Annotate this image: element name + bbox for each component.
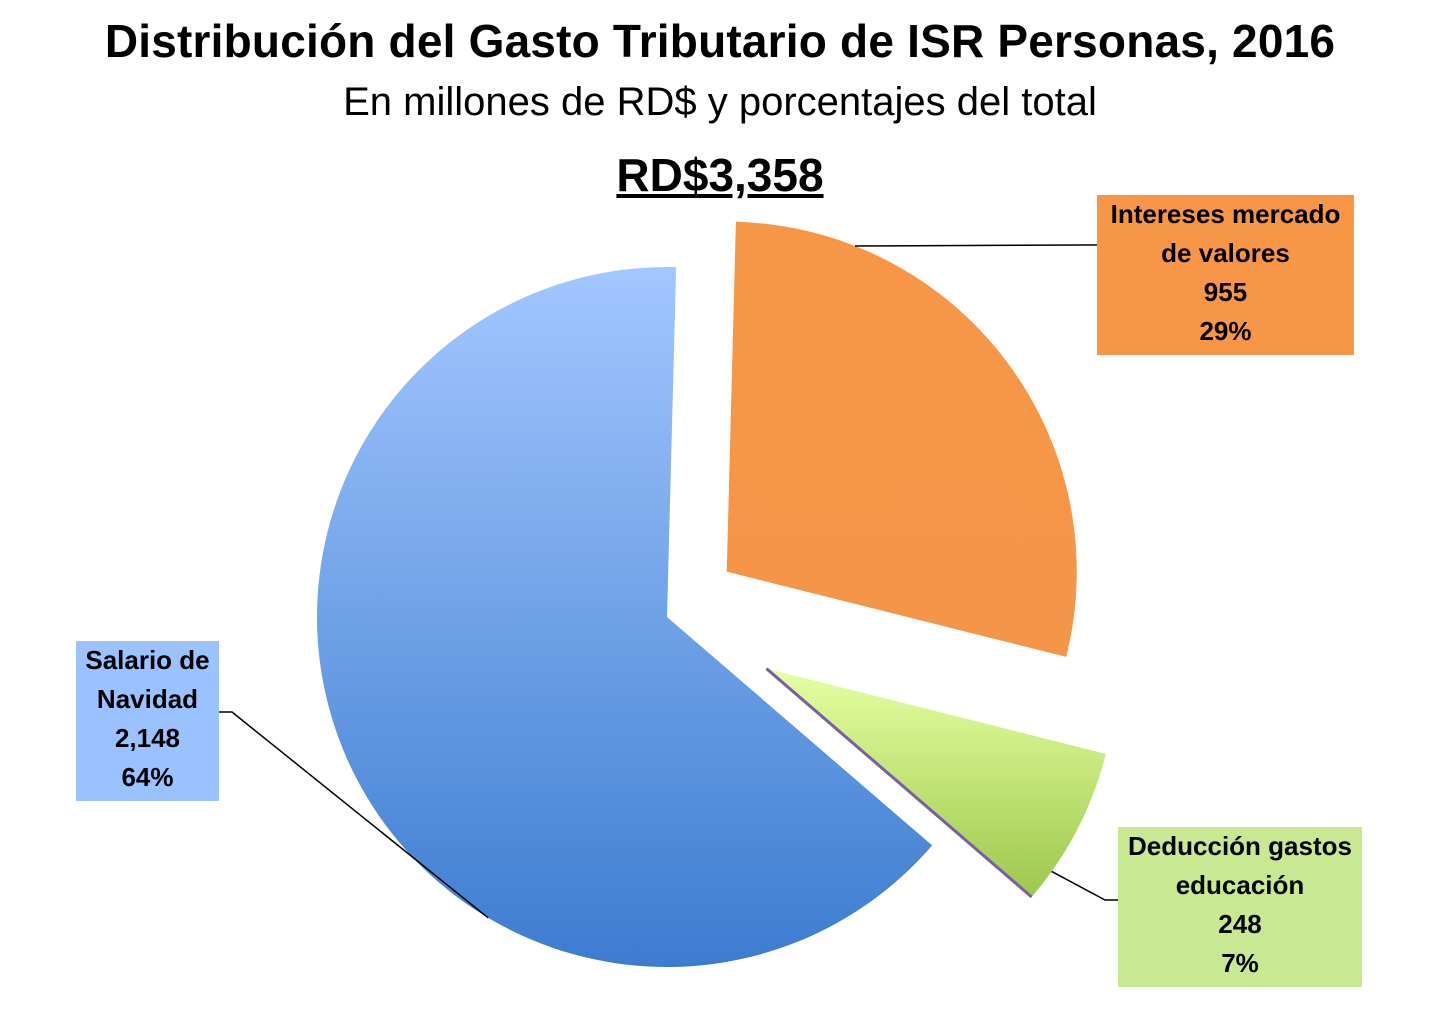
pie-slice-edge [765,667,1033,899]
slice-name-line: Navidad [96,684,199,714]
slice-percent: 29% [1199,316,1252,346]
data-label-salario-de-navidad: Salario de Navidad 2,148 64% [76,641,219,801]
slice-name-line: Deducción gastos [1128,831,1352,861]
data-label-intereses-mercado-de-valores: Intereses mercado de valores 955 29% [1097,195,1354,355]
slice-name-line: educación [1175,870,1305,900]
data-label-deduccion-gastos-educacion: Deducción gastos educación 248 7% [1118,827,1362,987]
chart-total: RD$3,358 [616,149,824,201]
slice-percent: 64% [121,762,174,792]
chart-subtitle: En millones de RD$ y porcentajes del tot… [343,80,1097,124]
chart-title: Distribución del Gasto Tributario de ISR… [104,15,1336,67]
slice-name-line: Intereses mercado [1110,199,1341,229]
pie-slice-deducci-n-gastos-educaci-n [766,668,1106,897]
slice-value: 955 [1203,277,1248,307]
slice-value: 248 [1218,909,1262,939]
pie-slice-salario-de-navidad [316,266,933,968]
leader-line-salario [219,711,489,919]
slice-value: 2,148 [114,723,181,753]
pie-slice-intereses-mercado-de-valores [726,221,1077,657]
leader-line-educacion [1051,870,1118,901]
slice-name-line: de valores [1161,238,1290,268]
leader-line-intereses [855,244,1097,247]
slice-percent: 7% [1221,948,1259,978]
slice-name-line: Salario de [85,645,210,675]
